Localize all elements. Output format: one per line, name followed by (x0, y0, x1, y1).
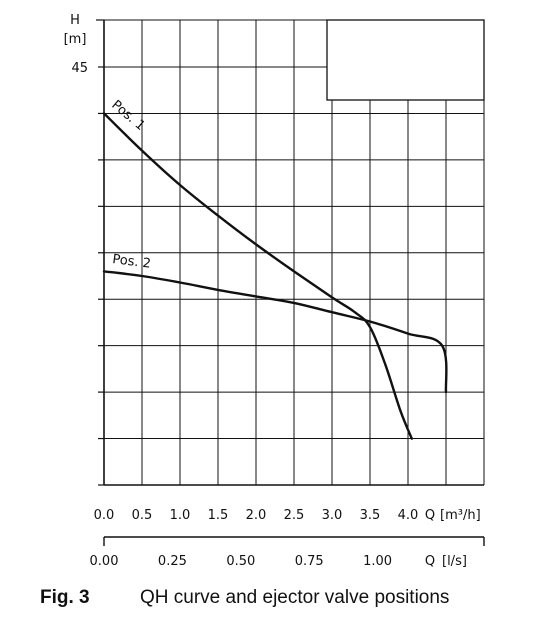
figure-caption-text: QH curve and ejector valve positions (140, 587, 450, 608)
figure-number: Fig. 3 (40, 587, 90, 608)
x-tick-label-m3h: 3.5 (360, 508, 381, 523)
x-tick-label-ls: 0.25 (158, 554, 187, 569)
x-tick-label-m3h: 0.0 (94, 508, 115, 523)
x-tick-label-m3h: 1.0 (170, 508, 191, 523)
series-label-pos2: Pos. 2 (112, 252, 152, 272)
y-axis-unit: [m] (64, 32, 87, 47)
x2-axis-unit-ls: [l/s] (442, 554, 467, 569)
chart-legend-box (326, 19, 485, 101)
x-tick-label-ls: 0.75 (295, 554, 324, 569)
x-tick-label-m3h: 1.5 (208, 508, 229, 523)
y-axis-label: H (70, 13, 80, 28)
x-axis-q-label: Q (425, 508, 435, 523)
x-tick-label-m3h: 0.5 (132, 508, 153, 523)
x-tick-label-m3h: 3.0 (322, 508, 343, 523)
chart-axes (96, 19, 485, 546)
x2-axis-q-label: Q (425, 554, 435, 569)
chart-series (102, 112, 448, 440)
x-tick-label-ls: 0.00 (90, 554, 119, 569)
series-line-2 (102, 270, 448, 394)
figure-caption: Fig. 3 QH curve and ejector valve positio… (40, 587, 449, 609)
series-line-1 (102, 112, 413, 440)
x-tick-label-ls: 0.50 (226, 554, 255, 569)
x-tick-label-m3h: 2.0 (246, 508, 267, 523)
x-tick-label-m3h: 4.0 (398, 508, 419, 523)
y-tick-45: 45 (71, 61, 88, 76)
x-tick-label-ls: 1.00 (363, 554, 392, 569)
x-tick-label-m3h: 2.5 (284, 508, 305, 523)
x-axis-unit-m3h: [m³/h] (440, 508, 481, 523)
qh-chart: H [m] 45 Q [m³/h] Q [l/s] Pos. 1 Pos. 2 … (64, 13, 485, 569)
